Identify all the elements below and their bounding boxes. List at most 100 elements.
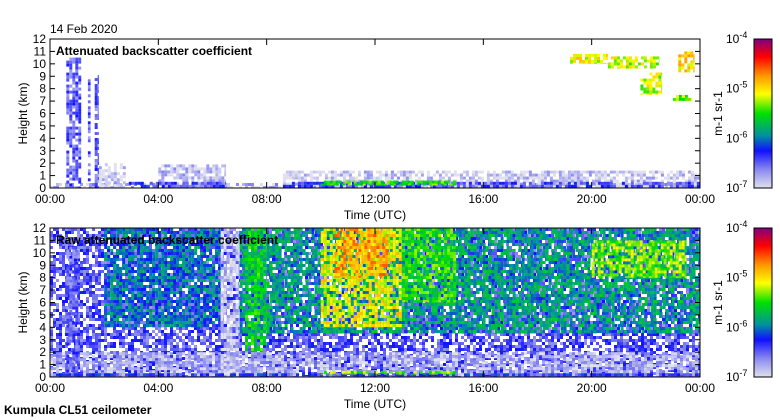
heatmap-cell (94, 162, 98, 165)
heatmap-cell (507, 179, 511, 183)
heatmap-region (320, 180, 457, 186)
heatmap-cell (89, 273, 92, 276)
heatmap-cell (128, 285, 131, 288)
heatmap-cell (143, 264, 146, 267)
heatmap-cell (356, 183, 360, 186)
heatmap-cell (56, 270, 59, 273)
heatmap-cell (659, 255, 662, 258)
heatmap-cell (558, 173, 562, 177)
heatmap-cell (95, 255, 98, 258)
heatmap-cell (398, 243, 401, 246)
heatmap-cell (560, 258, 563, 261)
heatmap-cell (576, 170, 580, 174)
heatmap-cell (59, 285, 62, 288)
heatmap-cell (116, 172, 120, 176)
heatmap-cell (97, 159, 99, 162)
heatmap-cell (639, 176, 643, 180)
heatmap-cell (221, 184, 225, 188)
heatmap-cell (92, 276, 95, 279)
heatmap-cell (62, 255, 65, 258)
heatmap-cell (510, 170, 514, 174)
heatmap-cell (420, 173, 424, 177)
heatmap-cell (221, 164, 225, 168)
heatmap-cell (272, 258, 275, 261)
heatmap-cell (83, 273, 86, 276)
heatmap-cell (299, 231, 302, 234)
heatmap-cell (651, 170, 655, 174)
heatmap-cell (125, 246, 128, 249)
heatmap-cell (680, 228, 683, 231)
heatmap-cell (684, 179, 688, 183)
heatmap-cell (87, 121, 91, 125)
heatmap-cell (687, 176, 691, 180)
y-tick-label: 9 (39, 69, 46, 83)
heatmap-cell (282, 173, 286, 177)
x-tick-label: 08:00 (252, 192, 282, 206)
heatmap-cell (164, 252, 167, 255)
heatmap-cell (92, 234, 95, 237)
heatmap-cell (389, 180, 393, 184)
heatmap-cell (591, 179, 595, 183)
heatmap-cell (278, 267, 281, 270)
heatmap-cell (437, 180, 441, 184)
heatmap-cell (161, 240, 164, 243)
heatmap-cell (72, 75, 76, 79)
heatmap-cell (320, 243, 323, 246)
heatmap-cell (678, 170, 682, 174)
heatmap-cell (97, 186, 99, 188)
heatmap-cell (609, 170, 613, 174)
heatmap-cell (86, 273, 89, 276)
heatmap-cell (465, 170, 469, 174)
heatmap-cell (94, 102, 98, 105)
heatmap-cell (75, 90, 79, 94)
heatmap-cell (94, 132, 98, 135)
heatmap-cell (297, 184, 301, 188)
heatmap-cell (452, 180, 456, 184)
heatmap-cell (423, 185, 427, 188)
heatmap-cell (59, 270, 62, 273)
heatmap-cell (72, 120, 76, 124)
heatmap-cell (366, 176, 370, 180)
heatmap-cell (513, 179, 517, 183)
heatmap-cell (507, 185, 511, 188)
heatmap-cell (612, 184, 616, 188)
heatmap-cell (666, 176, 670, 180)
heatmap-cell (509, 273, 512, 276)
heatmap-cell (167, 231, 170, 234)
heatmap-cell (170, 170, 174, 174)
heatmap-cell (462, 176, 466, 180)
heatmap-cell (640, 93, 644, 95)
heatmap-cell (533, 273, 536, 276)
x-axis-label: Time (UTC) (344, 208, 406, 222)
heatmap-cell (652, 90, 656, 94)
heatmap-cell (185, 252, 188, 255)
heatmap-cell (98, 279, 101, 282)
heatmap-cell (167, 181, 171, 185)
heatmap-cell (69, 138, 73, 142)
heatmap-cell (281, 234, 284, 237)
heatmap-cell (212, 258, 215, 261)
heatmap-cell (94, 183, 98, 186)
heatmap-cell (480, 182, 484, 186)
heatmap-cell (86, 279, 89, 282)
heatmap-cell (613, 56, 617, 60)
heatmap-cell (492, 184, 496, 188)
heatmap-cell (629, 183, 632, 186)
heatmap-cell (149, 255, 152, 258)
heatmap-cell (83, 243, 86, 246)
heatmap-cell (465, 185, 469, 188)
heatmap-cell (575, 228, 578, 231)
heatmap-cell (173, 285, 176, 288)
heatmap-cell (432, 184, 436, 188)
heatmap-cell (648, 184, 652, 188)
heatmap-cell (296, 261, 299, 264)
heatmap-cell (83, 252, 86, 255)
heatmap-cell (53, 267, 56, 270)
heatmap-cell (92, 243, 95, 246)
heatmap-cell (596, 237, 599, 240)
heatmap-cell (450, 181, 454, 185)
heatmap-cell (125, 183, 128, 186)
heatmap-cell (360, 185, 364, 188)
heatmap-cell (86, 246, 89, 249)
